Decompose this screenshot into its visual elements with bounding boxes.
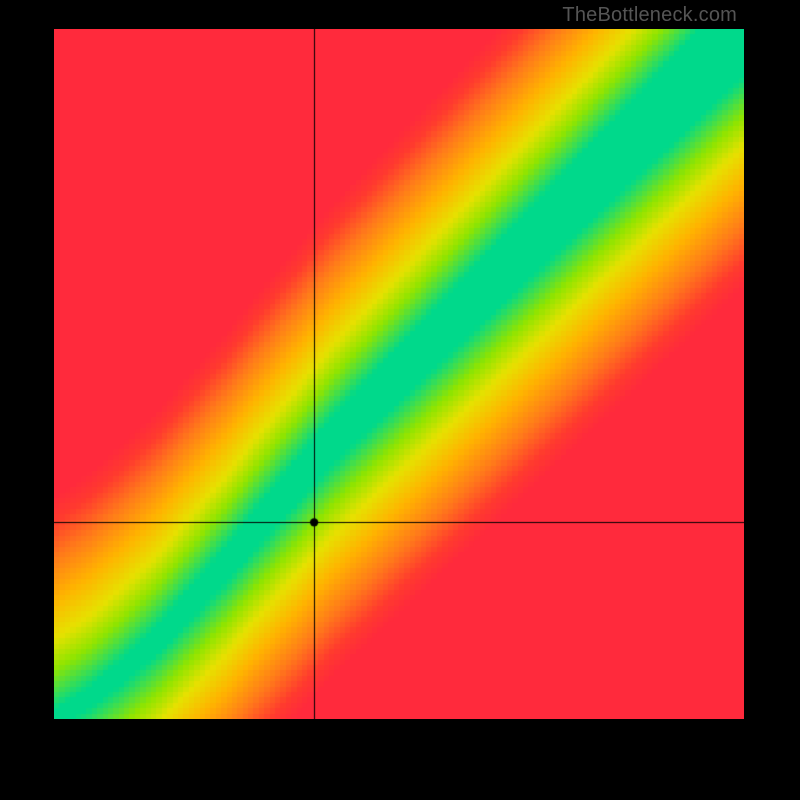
plot-area [54,29,744,719]
figure-container: TheBottleneck.com [0,0,800,800]
watermark-text: TheBottleneck.com [562,4,737,27]
heatmap-canvas [54,29,744,719]
